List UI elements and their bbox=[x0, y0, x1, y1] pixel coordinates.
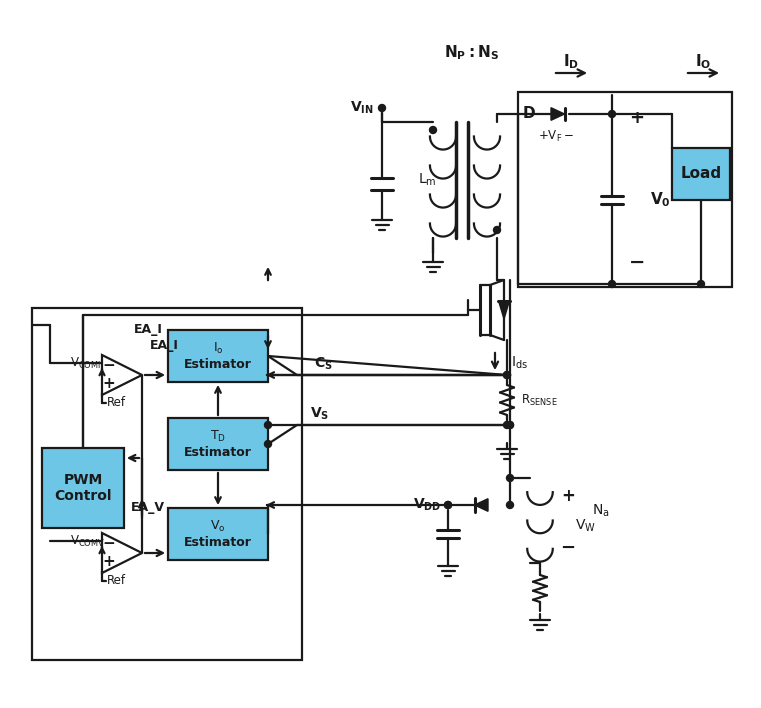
Circle shape bbox=[698, 280, 705, 287]
Circle shape bbox=[507, 421, 514, 428]
Text: +: + bbox=[103, 377, 116, 392]
Text: $\mathrm{T_D}$
Estimator: $\mathrm{T_D}$ Estimator bbox=[184, 429, 252, 459]
Text: $\mathbf{I_D}$: $\mathbf{I_D}$ bbox=[563, 52, 579, 72]
Text: $\mathrm{V_{COMI}}$: $\mathrm{V_{COMI}}$ bbox=[70, 355, 101, 370]
Text: $\mathbf{I_O}$: $\mathbf{I_O}$ bbox=[695, 52, 712, 72]
Bar bbox=[42, 448, 124, 528]
Text: D: D bbox=[522, 106, 535, 122]
Polygon shape bbox=[498, 301, 509, 319]
Bar bbox=[168, 418, 268, 470]
Text: $\mathbf{N_P : N_S}$: $\mathbf{N_P : N_S}$ bbox=[444, 44, 499, 62]
Text: $\mathrm{R_{SENSE}}$: $\mathrm{R_{SENSE}}$ bbox=[521, 392, 558, 408]
Text: $\mathrm{I_o}$
Estimator: $\mathrm{I_o}$ Estimator bbox=[184, 341, 252, 371]
Circle shape bbox=[504, 372, 511, 379]
Text: Load: Load bbox=[680, 166, 721, 181]
Text: Ref: Ref bbox=[107, 574, 126, 588]
Polygon shape bbox=[102, 533, 142, 573]
Text: −: − bbox=[103, 537, 116, 552]
Text: $\mathrm{I_{ds}}$: $\mathrm{I_{ds}}$ bbox=[511, 355, 528, 371]
Circle shape bbox=[504, 421, 511, 428]
Bar bbox=[168, 330, 268, 382]
Circle shape bbox=[609, 110, 616, 118]
Text: $\mathrm{V_{COMV}}$: $\mathrm{V_{COMV}}$ bbox=[70, 533, 105, 549]
Circle shape bbox=[609, 280, 616, 287]
Text: $\mathrm{V_W}$: $\mathrm{V_W}$ bbox=[575, 518, 596, 534]
Text: −: − bbox=[629, 253, 645, 271]
Text: −: − bbox=[560, 539, 575, 557]
Circle shape bbox=[507, 501, 514, 508]
Circle shape bbox=[378, 105, 386, 111]
Text: +: + bbox=[103, 554, 116, 569]
Text: EA_I: EA_I bbox=[134, 324, 162, 336]
Text: PWM
Control: PWM Control bbox=[54, 473, 112, 503]
Text: −: − bbox=[103, 358, 116, 374]
Polygon shape bbox=[475, 498, 488, 511]
Text: $\mathbf{V_{DD}}$: $\mathbf{V_{DD}}$ bbox=[412, 497, 441, 513]
Circle shape bbox=[507, 421, 514, 428]
Circle shape bbox=[429, 127, 437, 134]
Circle shape bbox=[444, 501, 451, 508]
Text: $\mathbf{V_{IN}}$: $\mathbf{V_{IN}}$ bbox=[350, 100, 374, 116]
Text: $\mathrm{L_m}$: $\mathrm{L_m}$ bbox=[418, 172, 436, 188]
Circle shape bbox=[265, 440, 272, 447]
Polygon shape bbox=[102, 355, 142, 395]
Bar bbox=[518, 92, 732, 287]
Bar bbox=[168, 508, 268, 560]
Text: +: + bbox=[629, 109, 645, 127]
Text: $\mathbf{V_0}$: $\mathbf{V_0}$ bbox=[650, 190, 670, 210]
Text: $\mathbf{V_S}$: $\mathbf{V_S}$ bbox=[310, 406, 330, 422]
Circle shape bbox=[444, 501, 451, 508]
Circle shape bbox=[507, 474, 514, 481]
Text: $+\mathrm{V_F}-$: $+\mathrm{V_F}-$ bbox=[538, 128, 574, 144]
Text: Ref: Ref bbox=[107, 396, 126, 409]
Text: $\mathrm{V_o}$
Estimator: $\mathrm{V_o}$ Estimator bbox=[184, 519, 252, 549]
Polygon shape bbox=[551, 108, 565, 120]
Bar bbox=[32, 308, 302, 660]
Circle shape bbox=[493, 227, 501, 234]
Text: $\mathbf{C_S}$: $\mathbf{C_S}$ bbox=[314, 356, 333, 372]
Text: EA_I: EA_I bbox=[150, 338, 179, 351]
Text: EA_V: EA_V bbox=[131, 501, 165, 515]
Text: $\mathrm{N_a}$: $\mathrm{N_a}$ bbox=[592, 502, 610, 519]
Text: +: + bbox=[561, 487, 575, 505]
Circle shape bbox=[265, 421, 272, 428]
Circle shape bbox=[504, 372, 511, 379]
Bar bbox=[672, 148, 730, 200]
